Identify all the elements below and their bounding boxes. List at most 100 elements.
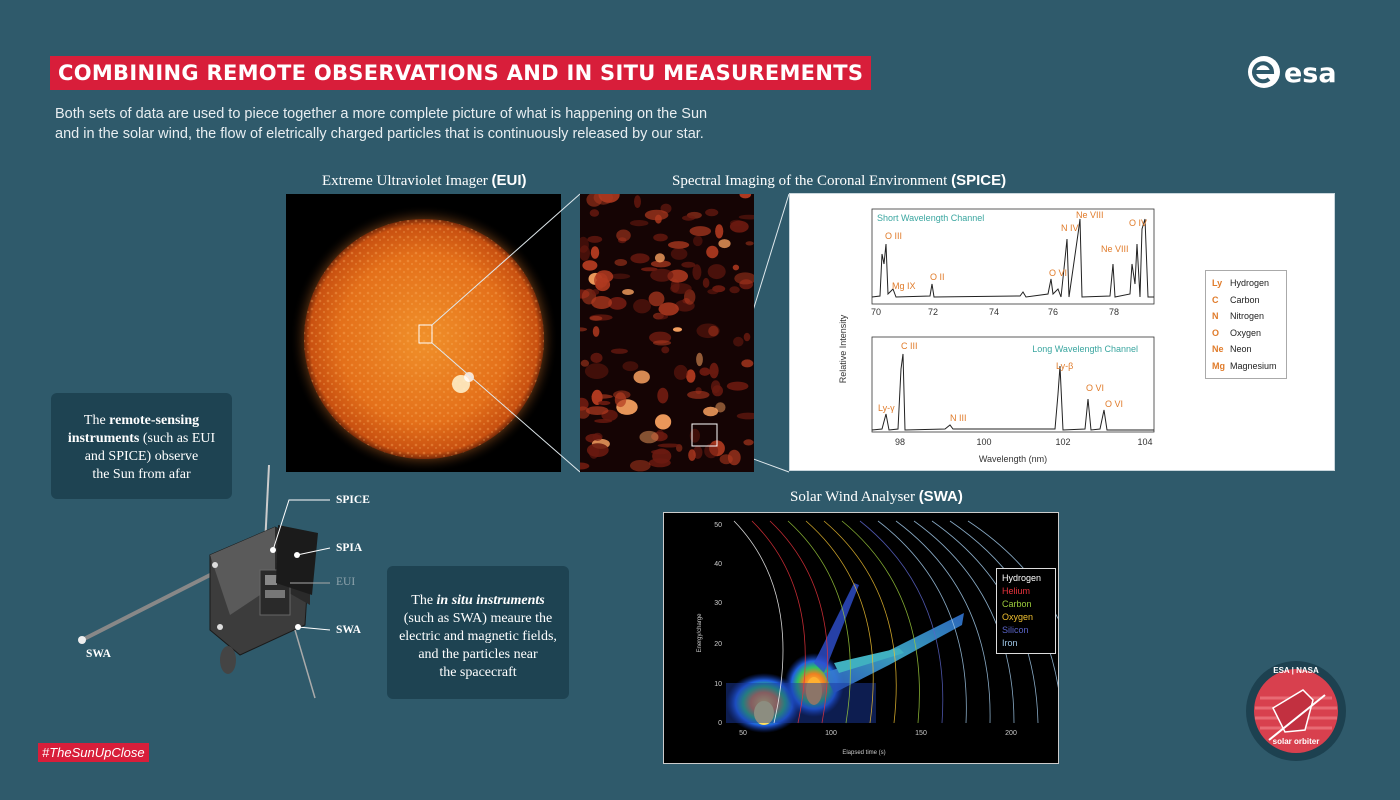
swa-ion-curve bbox=[751, 520, 806, 724]
zoom-speckle bbox=[589, 315, 603, 321]
zoom-speckle bbox=[641, 267, 658, 272]
label-spia: SPIA bbox=[336, 542, 363, 554]
zoom-speckle bbox=[688, 449, 696, 461]
badge-top-text: ESA | NASA bbox=[1273, 666, 1319, 675]
swa-ion-curve bbox=[769, 520, 829, 724]
swa-ion-curve bbox=[877, 520, 967, 724]
line-label-oiii: O III bbox=[885, 231, 902, 241]
swa-ion-curve bbox=[895, 520, 991, 724]
zoom-speckle bbox=[670, 283, 692, 294]
zoom-speckle bbox=[630, 220, 649, 227]
zoom-speckle bbox=[657, 387, 669, 404]
zoom-speckle bbox=[582, 260, 598, 271]
in-situ-emphasis: in situ instruments bbox=[436, 593, 545, 608]
legend-row-nitrogen: N Nitrogen bbox=[1212, 311, 1265, 321]
label-spice: SPICE bbox=[336, 494, 370, 506]
zoom-speckle bbox=[610, 348, 628, 354]
short-channel-label: Short Wavelength Channel bbox=[877, 213, 984, 223]
swa-ion-curve bbox=[823, 520, 897, 724]
eui-title-bold: (EUI) bbox=[491, 172, 527, 189]
esa-logo: esa bbox=[1244, 52, 1352, 92]
zoom-speckle bbox=[743, 332, 751, 342]
zoom-speckle bbox=[592, 326, 600, 337]
zoom-speckle bbox=[692, 264, 702, 280]
spice-title-prefix: Spectral Imaging of the Coronal Environm… bbox=[672, 173, 952, 189]
zoom-speckle bbox=[591, 389, 603, 405]
intro-line-1: Both sets of data are used to piece toge… bbox=[55, 106, 708, 122]
zoom-speckle bbox=[586, 443, 609, 457]
zoom-speckle bbox=[672, 327, 683, 332]
zoom-speckle bbox=[707, 288, 719, 295]
swa-x-tick-200: 200 bbox=[1005, 730, 1017, 737]
zoom-speckle bbox=[686, 369, 696, 383]
swa-x-tick-100: 100 bbox=[825, 730, 837, 737]
zoom-speckle bbox=[590, 246, 600, 259]
zoom-speckle bbox=[587, 235, 603, 243]
eui-sun-image bbox=[286, 194, 561, 473]
zoom-speckle bbox=[661, 346, 670, 354]
swa-ion-curve bbox=[859, 520, 944, 724]
badge-bottom-text: solar orbiter bbox=[1273, 737, 1320, 746]
zoom-speckle bbox=[622, 289, 634, 295]
swa-legend-oxygen: Oxygen bbox=[1002, 612, 1034, 622]
swa-title: Solar Wind Analyser (SWA) bbox=[790, 488, 963, 506]
legend-row-hydrogen: Ly Hydrogen bbox=[1212, 278, 1270, 288]
zoom-speckle bbox=[707, 264, 726, 280]
long-tick-98: 98 bbox=[895, 437, 905, 447]
zoom-speckle bbox=[579, 245, 590, 261]
short-tick-72: 72 bbox=[928, 307, 938, 317]
zoom-speckle bbox=[614, 259, 628, 266]
spice-x-label: Wavelength (nm) bbox=[979, 454, 1047, 464]
long-tick-100: 100 bbox=[976, 437, 991, 447]
legend-row-carbon: C Carbon bbox=[1212, 294, 1260, 305]
zoom-speckle bbox=[673, 364, 688, 380]
swa-title-bold: (SWA) bbox=[918, 488, 963, 505]
zoom-speckle bbox=[633, 370, 650, 384]
zoom-speckle bbox=[598, 400, 611, 406]
zoom-speckle bbox=[696, 323, 720, 339]
short-tick-78: 78 bbox=[1109, 307, 1119, 317]
zoom-speckle bbox=[655, 414, 672, 430]
zoom-speckle bbox=[630, 253, 650, 264]
zoom-speckle bbox=[715, 402, 726, 413]
eui-title-prefix: Extreme Ultraviolet Imager bbox=[322, 173, 492, 189]
swa-x-tick-50: 50 bbox=[739, 730, 747, 737]
zoom-speckle bbox=[689, 428, 700, 443]
zoom-speckle bbox=[639, 430, 659, 444]
zoom-speckle bbox=[589, 209, 600, 217]
swa-y-label: Energy/charge bbox=[697, 613, 703, 653]
intro-line-2: and in the solar wind, the flow of eletr… bbox=[55, 126, 704, 142]
zoom-speckle bbox=[591, 296, 612, 309]
zoom-speckle bbox=[689, 226, 711, 237]
label-swa-right: SWA bbox=[336, 624, 361, 636]
zoom-speckle bbox=[703, 406, 719, 417]
swa-y-tick-30: 30 bbox=[714, 600, 722, 607]
swa-x-label: Elapsed time (s) bbox=[842, 750, 885, 756]
swa-legend-iron: Iron bbox=[1002, 638, 1018, 648]
legend-row-oxygen: O Oxygen bbox=[1212, 327, 1262, 338]
line-label-ovi-short: O VI bbox=[1049, 268, 1067, 278]
spice-y-label: Relative Intensity bbox=[838, 314, 848, 383]
line-label-niii: N III bbox=[950, 413, 967, 423]
spice-title-bold: (SPICE) bbox=[951, 172, 1007, 189]
hashtag-label: #TheSunUpClose bbox=[38, 743, 149, 762]
zoom-speckle bbox=[687, 390, 710, 399]
swa-legend: Hydrogen Helium Carbon Oxygen Silicon Ir… bbox=[996, 568, 1056, 654]
swa-x-tick-150: 150 bbox=[915, 730, 927, 737]
spice-legend: Ly Hydrogen C Carbon N Nitrogen O Oxygen Ne N… bbox=[1205, 270, 1287, 379]
line-label-neviii-1: Ne VIII bbox=[1076, 210, 1104, 220]
zoom-speckle bbox=[585, 406, 609, 415]
long-tick-104: 104 bbox=[1137, 437, 1152, 447]
legend-row-magnesium: Mg Magnesium bbox=[1212, 360, 1277, 371]
swa-y-tick-20: 20 bbox=[714, 641, 722, 648]
zoom-speckle bbox=[715, 224, 724, 239]
zoom-speckle bbox=[610, 273, 631, 280]
short-tick-76: 76 bbox=[1048, 307, 1058, 317]
zoom-speckle bbox=[684, 289, 696, 305]
zoom-speckle bbox=[622, 361, 639, 372]
zoom-speckle bbox=[741, 359, 754, 368]
legend-row-neon: Ne Neon bbox=[1212, 344, 1252, 354]
swa-legend-silicon: Silicon bbox=[1002, 625, 1029, 635]
line-label-ly-gamma: Ly-γ bbox=[878, 403, 895, 413]
zoom-speckle bbox=[732, 264, 740, 271]
